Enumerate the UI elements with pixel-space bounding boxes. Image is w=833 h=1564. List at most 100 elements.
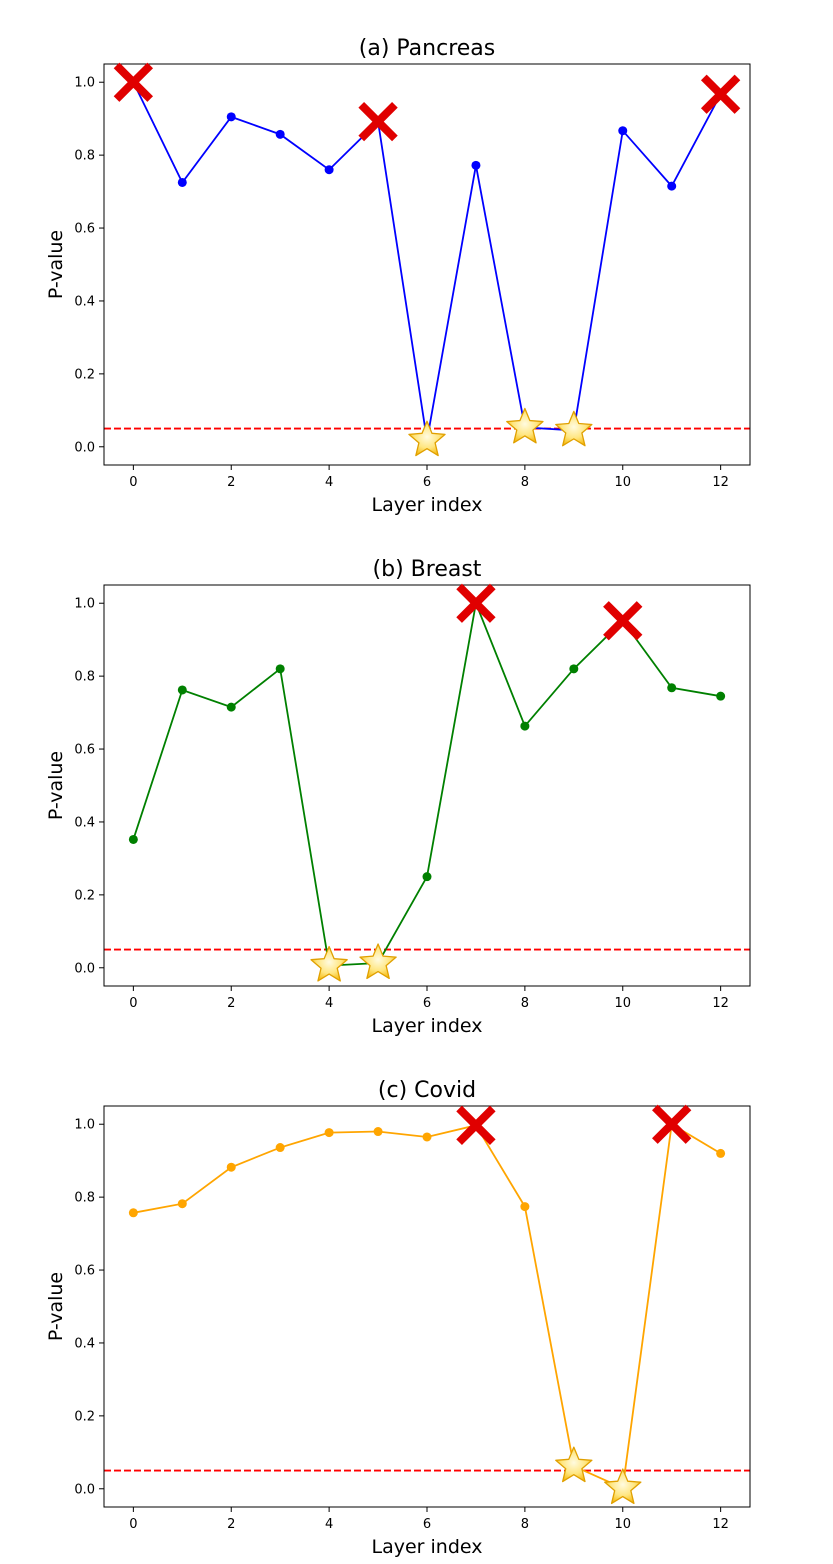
cross-marker-icon xyxy=(603,601,643,641)
plot-frame xyxy=(103,63,751,466)
chart-svg: (a) Pancreas 0 2 4 6 8 10 12 0.0 0.2 0.4 0.6 0.8 1.0 L… xyxy=(45,36,751,516)
x-axis-label: Layer index xyxy=(372,1536,483,1558)
chart-title: (c) Covid xyxy=(378,1078,476,1103)
x-tick-label: 2 xyxy=(227,1517,235,1532)
x-tick-label: 12 xyxy=(712,996,729,1011)
x-tick-label: 10 xyxy=(614,1517,631,1532)
plot-frame xyxy=(103,1105,751,1508)
x-tick-label: 10 xyxy=(614,996,631,1011)
star-marker-icon xyxy=(604,1468,642,1505)
chart-panel-0: (a) Pancreas 0 2 4 6 8 10 12 0.0 0.2 0.4 0.6 0.8 1.0 L… xyxy=(0,0,833,520)
data-point xyxy=(226,702,236,712)
data-point xyxy=(324,165,334,175)
y-axis-label: P-value xyxy=(45,751,67,820)
y-tick-label: 0.4 xyxy=(74,815,95,830)
x-axis-label: Layer index xyxy=(372,1015,483,1037)
star-marker-icon xyxy=(555,410,593,447)
x-tick-label: 10 xyxy=(614,475,631,490)
x-tick-label: 8 xyxy=(521,475,529,490)
star-marker-icon xyxy=(359,943,397,980)
data-point xyxy=(275,1143,285,1153)
cross-stroke xyxy=(456,583,496,623)
y-axis-label: P-value xyxy=(45,230,67,299)
y-tick-label: 0.2 xyxy=(74,367,95,382)
y-tick-label: 1.0 xyxy=(74,1118,95,1133)
cross-stroke xyxy=(456,1105,496,1145)
data-point xyxy=(716,1148,726,1158)
data-point xyxy=(373,1127,383,1137)
x-axis-label: Layer index xyxy=(372,494,483,516)
data-point xyxy=(177,1199,187,1209)
data-point xyxy=(471,160,481,170)
series-line xyxy=(132,599,721,967)
data-point xyxy=(618,126,628,136)
star-marker-icon xyxy=(555,1446,593,1483)
data-point xyxy=(422,1132,432,1142)
x-tick-label: 6 xyxy=(423,475,431,490)
y-tick-label: 0.4 xyxy=(74,1336,95,1351)
star-marker-icon xyxy=(310,945,348,982)
cross-marker-icon xyxy=(358,101,398,142)
data-point xyxy=(569,664,579,674)
data-point xyxy=(128,1208,138,1218)
x-tick-label: 6 xyxy=(423,996,431,1011)
y-tick-label: 0.8 xyxy=(74,670,95,685)
data-point xyxy=(520,1202,530,1212)
x-tick-label: 2 xyxy=(227,475,235,490)
series-line xyxy=(132,81,722,441)
data-point xyxy=(422,872,432,882)
y-tick-label: 0.6 xyxy=(74,743,95,758)
y-tick-label: 0.6 xyxy=(74,222,95,237)
cross-marker-icon xyxy=(113,62,154,102)
chart-svg: (b) Breast 0 2 4 6 8 10 12 0.0 0.2 0.4 0.6 0.8 1.0 Lay… xyxy=(45,557,751,1037)
cross-marker-icon xyxy=(700,74,741,114)
y-tick-label: 0.6 xyxy=(74,1264,95,1279)
data-point xyxy=(667,181,677,191)
x-tick-label: 0 xyxy=(129,475,137,490)
y-tick-label: 0.8 xyxy=(74,149,95,164)
chart-title: (b) Breast xyxy=(373,557,482,582)
data-point xyxy=(128,834,138,844)
x-tick-label: 8 xyxy=(521,996,529,1011)
x-tick-label: 4 xyxy=(325,475,333,490)
data-point xyxy=(520,721,530,731)
star-marker-icon xyxy=(506,407,544,444)
cross-marker-icon xyxy=(456,583,496,623)
y-tick-label: 0.8 xyxy=(74,1191,95,1206)
x-tick-label: 12 xyxy=(712,1517,729,1532)
y-tick-label: 0.0 xyxy=(74,1482,95,1497)
series-line xyxy=(133,1122,722,1490)
data-point xyxy=(716,691,726,701)
cross-stroke xyxy=(603,601,643,641)
x-tick-label: 8 xyxy=(521,1517,529,1532)
y-axis-label: P-value xyxy=(45,1272,67,1341)
data-point xyxy=(275,664,285,674)
data-point xyxy=(226,1162,236,1172)
data-point xyxy=(324,1128,334,1138)
x-tick-label: 12 xyxy=(712,475,729,490)
x-tick-label: 4 xyxy=(325,996,333,1011)
cross-stroke xyxy=(113,62,154,102)
data-point xyxy=(275,129,285,139)
chart-title: (a) Pancreas xyxy=(359,36,495,61)
data-point xyxy=(226,112,236,122)
y-tick-label: 0.0 xyxy=(74,961,95,976)
y-tick-label: 1.0 xyxy=(74,597,95,612)
cross-stroke xyxy=(652,1104,692,1144)
plot-frame xyxy=(103,584,751,987)
cross-stroke xyxy=(358,101,398,142)
star-marker-icon xyxy=(408,420,446,457)
y-tick-label: 1.0 xyxy=(74,76,95,91)
data-point xyxy=(177,177,187,187)
x-tick-label: 0 xyxy=(129,996,137,1011)
x-tick-label: 4 xyxy=(325,1517,333,1532)
cross-marker-icon xyxy=(456,1105,496,1145)
cross-stroke xyxy=(700,74,741,114)
chart-panel-1: (b) Breast 0 2 4 6 8 10 12 0.0 0.2 0.4 0.6 0.8 1.0 Lay… xyxy=(0,521,833,1041)
x-tick-label: 0 xyxy=(129,1517,137,1532)
y-tick-label: 0.4 xyxy=(74,294,95,309)
x-tick-label: 2 xyxy=(227,996,235,1011)
chart-panel-2: (c) Covid 0 2 4 6 8 10 12 0.0 0.2 0.4 0.6 0.8 1.0 Laye… xyxy=(0,1042,833,1562)
y-tick-label: 0.0 xyxy=(74,440,95,455)
